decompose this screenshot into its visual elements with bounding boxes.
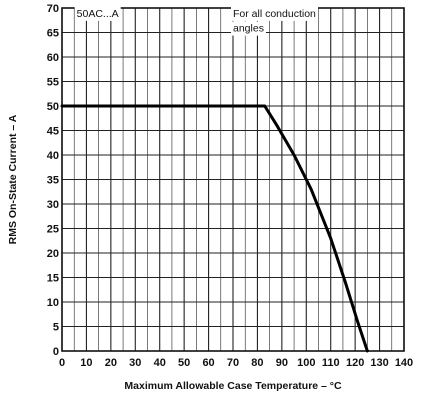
x-tick-label: 130 [370,357,388,369]
x-tick-label: 70 [227,357,239,369]
y-tick-label: 15 [47,273,59,285]
y-tick-label: 35 [47,175,59,187]
x-tick-label: 100 [297,357,315,369]
y-tick-label: 40 [47,150,59,162]
y-tick-label: 65 [47,28,59,40]
x-tick-label: 50 [178,357,190,369]
y-tick-labels: 0 5 10 15 20 25 30 35 40 45 50 55 60 65 70 [47,3,59,358]
x-tick-label: 120 [346,357,364,369]
annotation-bg [231,6,319,21]
y-tick-label: 10 [47,297,59,309]
x-tick-label: 40 [154,357,166,369]
y-axis-title: RMS On-State Current – A [7,114,19,244]
x-tick-label: 20 [105,357,117,369]
x-tick-label: 60 [202,357,214,369]
annotation-bg [74,6,121,21]
x-tick-label: 80 [251,357,263,369]
x-axis-title: Maximum Allowable Case Temperature – °C [124,380,342,392]
x-tick-label: 110 [322,357,340,369]
x-tick-label: 10 [80,357,92,369]
series-group [60,104,369,353]
annotation-1: For all conduction [233,8,316,20]
y-tick-label: 30 [47,199,59,211]
annotation-bg [231,21,266,36]
x-tick-label: 90 [276,357,288,369]
y-tick-label: 50 [47,101,59,113]
y-tick-label: 55 [47,77,59,89]
y-tick-label: 20 [47,248,59,260]
y-tick-label: 5 [53,322,59,334]
series-line-0 [60,104,369,353]
y-tick-label: 25 [47,224,59,236]
annotation-2: angles [233,23,264,35]
grid-lines [61,7,405,352]
x-tick-label: 140 [395,357,413,369]
annotation-0: 50AC...A [77,8,119,20]
x-tick-label: 30 [129,357,141,369]
y-tick-label: 45 [47,126,59,138]
x-tick-label: 0 [59,357,65,369]
y-tick-label: 0 [53,346,59,358]
annotation-group: 50AC...A For all conduction angles [74,6,319,36]
y-tick-label: 70 [47,3,59,15]
x-tick-labels: 0 10 20 30 40 50 60 70 80 90 100 110 120 130 140 [59,357,413,369]
y-tick-label: 60 [47,52,59,64]
